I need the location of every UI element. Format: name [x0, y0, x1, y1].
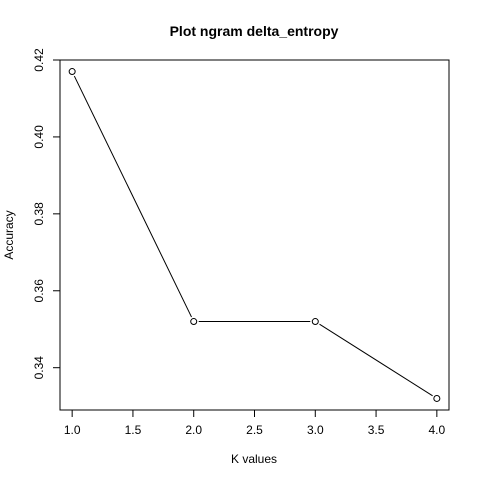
y-tick-label: 0.38	[32, 202, 46, 226]
data-points	[68, 68, 441, 402]
x-tick-label: 3.5	[368, 423, 385, 437]
data-point	[190, 318, 198, 326]
x-tick-label: 1.5	[125, 423, 142, 437]
x-tick-label: 4.0	[429, 423, 446, 437]
x-tick-label: 2.0	[185, 423, 202, 437]
chart-title: Plot ngram delta_entropy	[170, 23, 339, 39]
y-axis-label: Accuracy	[2, 210, 16, 259]
data-point	[433, 394, 441, 402]
data-point	[68, 68, 76, 76]
x-axis-label: K values	[231, 452, 277, 466]
plot-frame	[59, 59, 450, 411]
x-axis: 1.0 1.5 2.0 2.5 3.0 3.5 4.0	[64, 410, 446, 437]
x-tick-label: 2.5	[246, 423, 263, 437]
y-tick-label: 0.40	[32, 125, 46, 149]
x-tick-label: 3.0	[307, 423, 324, 437]
y-tick-label: 0.34	[32, 356, 46, 380]
series-line	[73, 75, 433, 397]
y-axis: 0.34 0.36 0.38 0.40 0.42	[32, 48, 60, 379]
x-tick-label: 1.0	[64, 423, 81, 437]
y-tick-label: 0.42	[32, 48, 46, 72]
data-point	[311, 318, 319, 326]
y-tick-label: 0.36	[32, 279, 46, 303]
